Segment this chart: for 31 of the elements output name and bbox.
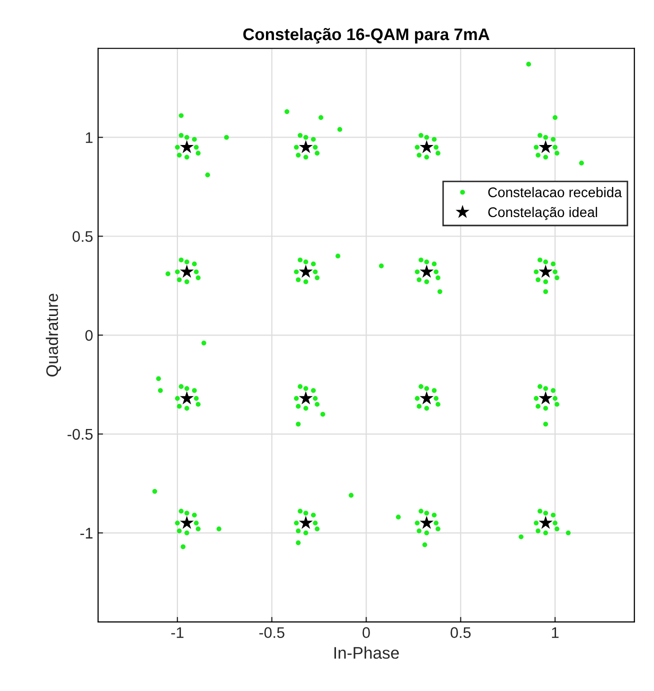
point [538,391,553,404]
point [420,140,434,154]
y-tick-label: -0.5 [68,428,93,440]
x-tick-label: -1 [171,627,184,638]
chart-title: Constelação 16-QAM para 7mA [243,28,490,44]
y-tick-label: -1 [80,528,92,538]
point [180,264,194,278]
x-tick-label: -0.5 [259,627,284,638]
point [298,391,313,404]
point [538,140,553,154]
point [180,140,194,154]
point [538,264,553,278]
point [298,516,313,529]
point [298,264,313,278]
point [538,516,553,529]
x-axis-title: In-Phase [334,646,399,659]
legend-label: Constelação ideal [488,206,598,220]
point [180,391,194,404]
point [420,264,434,278]
x-tick-label: 1 [552,627,559,638]
y-axis-title: Quadrature [46,294,62,376]
point [298,140,313,154]
point [180,516,194,529]
point [420,516,434,529]
legend-label: Constelacao recebida [488,187,622,198]
y-tick-label: 1 [86,132,92,143]
y-tick-label: 0 [85,330,93,341]
x-tick-label: 0 [362,627,370,638]
y-tick-label: 0.5 [72,231,93,242]
point [420,391,434,404]
x-tick-label: 0.5 [450,627,471,638]
